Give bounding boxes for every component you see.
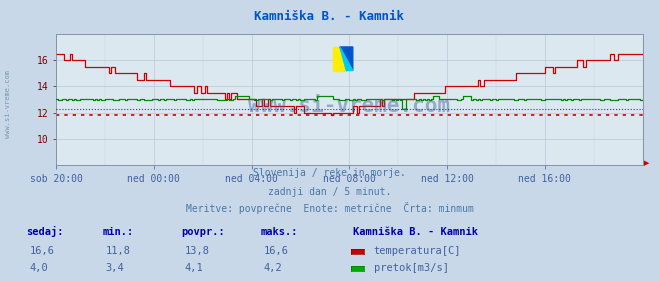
Text: 4,0: 4,0 (30, 263, 48, 273)
Text: temperatura[C]: temperatura[C] (374, 246, 461, 256)
Text: Slovenija / reke in morje.: Slovenija / reke in morje. (253, 168, 406, 178)
Text: min.:: min.: (102, 228, 133, 237)
Text: sedaj:: sedaj: (26, 226, 64, 237)
Text: 4,1: 4,1 (185, 263, 203, 273)
Text: 16,6: 16,6 (30, 246, 55, 256)
Polygon shape (340, 47, 353, 70)
Text: 16,6: 16,6 (264, 246, 289, 256)
Text: Kamniška B. - Kamnik: Kamniška B. - Kamnik (254, 10, 405, 23)
Bar (333, 47, 347, 70)
Text: Meritve: povprečne  Enote: metrične  Črta: minmum: Meritve: povprečne Enote: metrične Črta:… (186, 202, 473, 214)
Polygon shape (340, 47, 353, 70)
Text: pretok[m3/s]: pretok[m3/s] (374, 263, 449, 273)
Text: povpr.:: povpr.: (181, 228, 225, 237)
Text: 11,8: 11,8 (105, 246, 130, 256)
Text: 3,4: 3,4 (105, 263, 124, 273)
Text: 13,8: 13,8 (185, 246, 210, 256)
Text: www.si-vreme.com: www.si-vreme.com (5, 70, 11, 138)
Text: maks.:: maks.: (260, 228, 298, 237)
Text: 4,2: 4,2 (264, 263, 282, 273)
Text: ▶: ▶ (644, 160, 649, 166)
Text: www.si-vreme.com: www.si-vreme.com (248, 96, 450, 116)
Text: Kamniška B. - Kamnik: Kamniška B. - Kamnik (353, 228, 478, 237)
Text: zadnji dan / 5 minut.: zadnji dan / 5 minut. (268, 187, 391, 197)
